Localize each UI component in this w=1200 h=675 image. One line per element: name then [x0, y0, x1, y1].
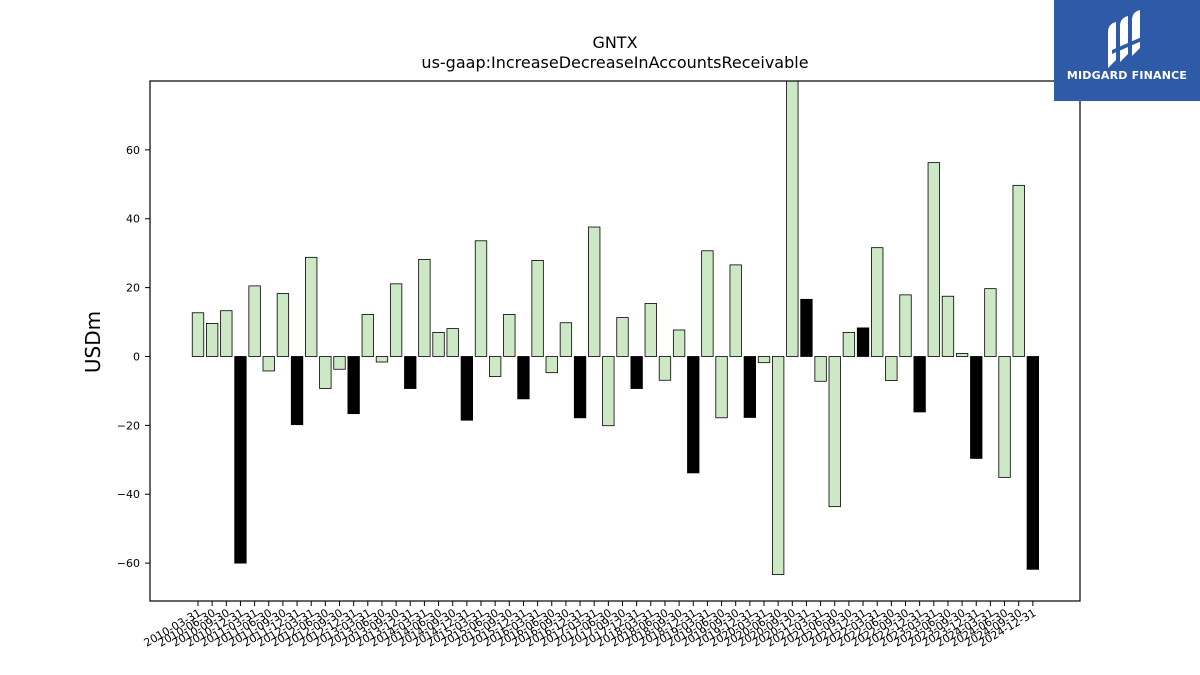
bar-2015-03-31: [474, 240, 488, 357]
bar-2014-03-31: [418, 258, 431, 357]
bar-2014-06-30: [432, 331, 445, 357]
y-tick-label: 20: [126, 282, 140, 295]
bar-2016-12-31: [573, 356, 587, 419]
y-tick-label: −60: [117, 557, 140, 570]
bar-2024-06-30: [998, 356, 1011, 478]
bar-2017-06-30: [602, 356, 615, 427]
bar-2023-12-31: [970, 356, 983, 459]
bar-2020-03-31: [757, 356, 771, 364]
bar-2019-09-30: [729, 264, 742, 357]
bar-2013-09-30: [389, 283, 403, 357]
bar-2017-09-30: [616, 317, 629, 357]
bar-2016-09-30: [559, 322, 573, 357]
y-tick-label: 40: [126, 213, 140, 226]
bar-2013-03-31: [361, 314, 374, 357]
y-tick-label: 0: [133, 350, 140, 363]
bar-2011-12-31: [290, 356, 304, 426]
bar-2022-09-30: [899, 294, 912, 357]
bar-2023-03-31: [927, 162, 940, 357]
bar-2014-12-31: [460, 356, 474, 421]
bar-2014-09-30: [446, 328, 459, 357]
y-axis-label: USDm: [81, 311, 105, 373]
bar-2019-03-31: [701, 250, 714, 357]
bar-2022-12-31: [913, 356, 926, 413]
bar-2023-09-30: [955, 352, 969, 357]
bar-2024-09-30: [1012, 184, 1025, 357]
bar-2012-06-30: [319, 356, 332, 389]
bar-2021-12-31: [856, 327, 870, 357]
chart-title: GNTX: [592, 33, 637, 52]
bar-2023-06-30: [941, 295, 955, 357]
y-tick-label: 60: [126, 144, 140, 157]
bar-2022-06-30: [885, 356, 898, 382]
bar-2010-06-30: [205, 323, 219, 357]
bar-2018-06-30: [658, 356, 672, 381]
bar-2021-09-30: [842, 331, 856, 357]
chart-subtitle: us-gaap:IncreaseDecreaseInAccountsReceiv…: [421, 53, 808, 72]
bar-2022-03-31: [871, 247, 884, 357]
bar-2024-12-31: [1026, 356, 1039, 570]
y-tick-label: −20: [117, 419, 140, 432]
bar-2017-12-31: [630, 356, 643, 389]
bar-2010-09-30: [220, 310, 233, 357]
bar-2021-06-30: [828, 356, 841, 508]
bar-2015-06-30: [488, 356, 502, 377]
logo-mark-icon: [1108, 10, 1144, 68]
bar-2013-06-30: [375, 356, 389, 363]
bar-2019-06-30: [715, 356, 728, 419]
bar-2017-03-31: [588, 226, 601, 357]
bar-2011-09-30: [276, 293, 290, 357]
plot-area: −60−40−2002040602010-03-312010-06-302010…: [117, 80, 1039, 650]
y-tick-label: −40: [117, 488, 140, 501]
logo-text: MIDGARD FINANCE: [1066, 69, 1188, 82]
bar-2012-12-31: [347, 356, 360, 415]
bar-2020-09-30: [786, 80, 799, 357]
bar-2011-06-30: [262, 356, 275, 372]
bar-2016-03-31: [531, 260, 544, 357]
bar-2019-12-31: [743, 356, 756, 418]
bar-2018-12-31: [687, 356, 700, 474]
bar-2020-06-30: [772, 356, 785, 575]
bar-2024-03-31: [984, 288, 997, 357]
bar-2013-12-31: [404, 356, 417, 389]
bar-2021-03-31: [814, 356, 827, 382]
bar-2018-03-31: [644, 303, 657, 357]
bar-2010-03-31: [191, 312, 205, 357]
plot-frame: [149, 80, 1081, 602]
bar-2012-09-30: [333, 356, 346, 370]
bar-2015-09-30: [503, 314, 516, 357]
bar-2012-03-31: [305, 256, 318, 357]
bar-2016-06-30: [545, 356, 558, 374]
bar-2018-09-30: [672, 329, 686, 357]
brand-logo: MIDGARD FINANCE: [1054, 0, 1200, 101]
bar-2011-03-31: [248, 285, 261, 357]
bar-2015-12-31: [517, 356, 530, 400]
bar-2020-12-31: [800, 298, 813, 357]
bar-2010-12-31: [234, 356, 247, 564]
